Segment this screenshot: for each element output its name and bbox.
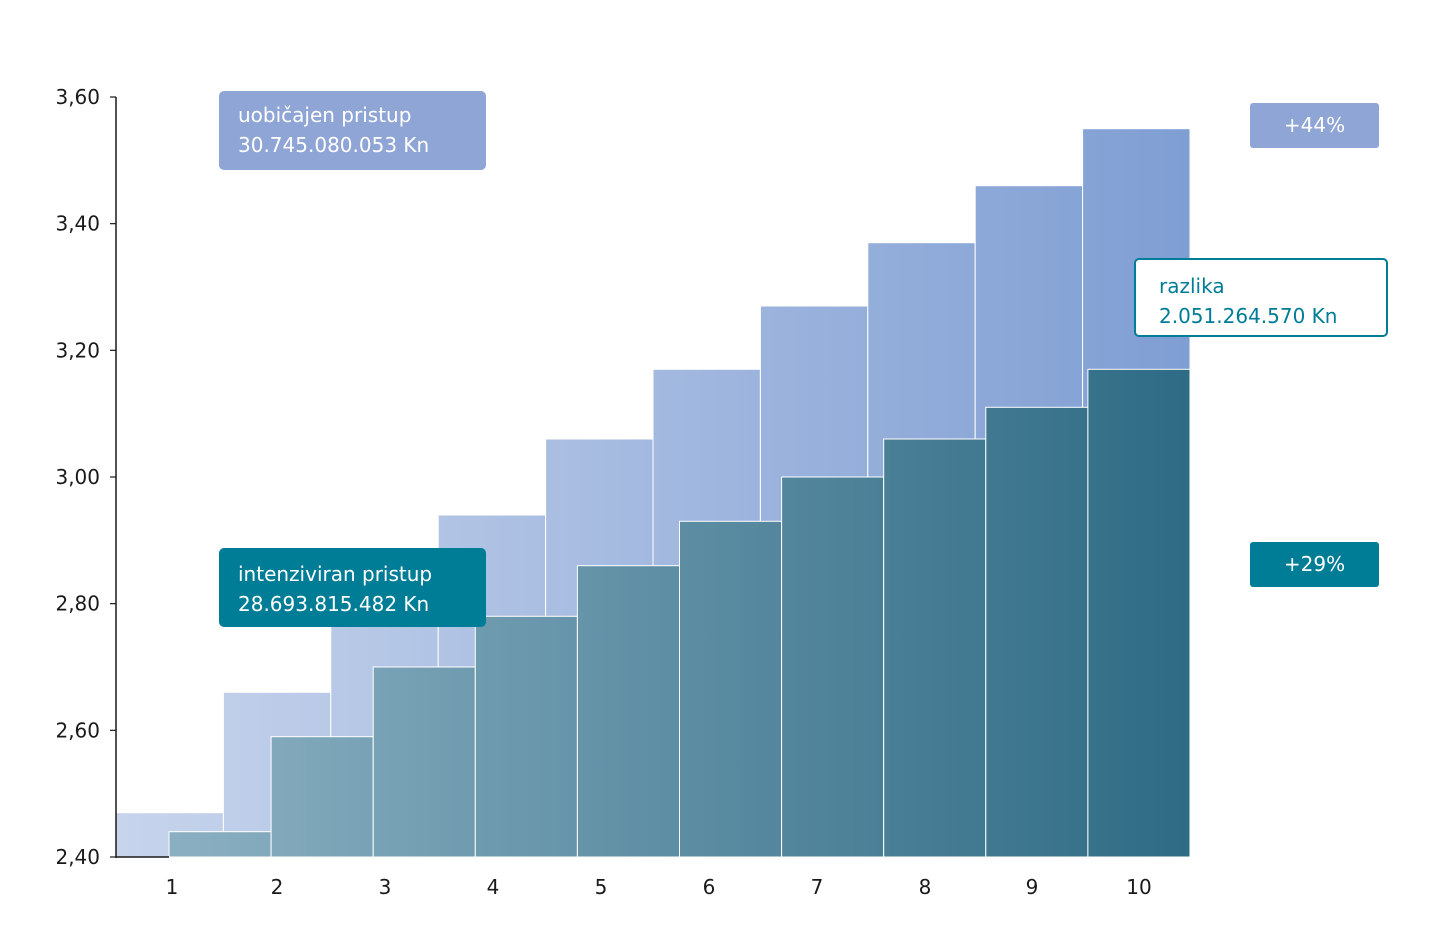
x-tick-label: 6 [703,875,716,899]
bar-intensive-3 [372,666,476,858]
axes: 2,40 2,60 2,80 3,00 3,20 3,40 3,60 1 2 3 4 5 6 7 8 9 10 [55,85,1151,899]
x-tick-label: 10 [1126,875,1151,899]
y-tick-label: 2,80 [55,592,100,616]
bar-intensive-8 [883,438,987,858]
x-tick-label: 3 [379,875,392,899]
bar-intensive-6 [679,520,783,858]
x-tick-label: 2 [271,875,284,899]
x-tick-label: 4 [487,875,500,899]
bar-intensive-2 [270,736,374,858]
conventional-approach-label: uobičajen pristup [238,103,412,127]
difference-value: 2.051.264.570 Kn [1159,304,1338,328]
intensive-approach-box: intenziviran pristup 28.693.815.482 Kn [219,548,486,627]
intensive-approach-label: intenziviran pristup [238,562,433,586]
difference-box: razlika 2.051.264.570 Kn [1134,258,1388,337]
bar-intensive-1 [168,831,272,858]
bar-intensive-7 [781,476,885,858]
y-tick-label: 3,20 [55,338,100,362]
y-tick-label: 3,00 [55,465,100,489]
intensive-approach-total: 28.693.815.482 Kn [238,592,430,616]
x-tick-label: 5 [595,875,608,899]
conventional-approach-box: uobičajen pristup 30.745.080.053 Kn [219,91,486,170]
bar-intensive-4 [474,615,578,858]
series-intensive [168,368,1191,858]
x-tick-label: 1 [166,875,179,899]
y-tick-label: 2,40 [55,845,100,869]
x-tick-label: 9 [1026,875,1039,899]
y-tick-label: 2,60 [55,718,100,742]
bar-intensive-5 [576,565,681,858]
y-tick-label: 3,60 [55,85,100,109]
conventional-approach-total: 30.745.080.053 Kn [238,133,430,157]
difference-label: razlika [1159,274,1225,298]
conventional-change-badge: +44% [1250,103,1379,148]
bar-intensive-9 [985,406,1089,858]
y-tick-label: 3,40 [55,212,100,236]
bar-intensive-10 [1087,368,1191,858]
x-tick-label: 7 [811,875,824,899]
x-tick-label: 8 [919,875,932,899]
intensive-change-badge: +29% [1250,542,1379,587]
